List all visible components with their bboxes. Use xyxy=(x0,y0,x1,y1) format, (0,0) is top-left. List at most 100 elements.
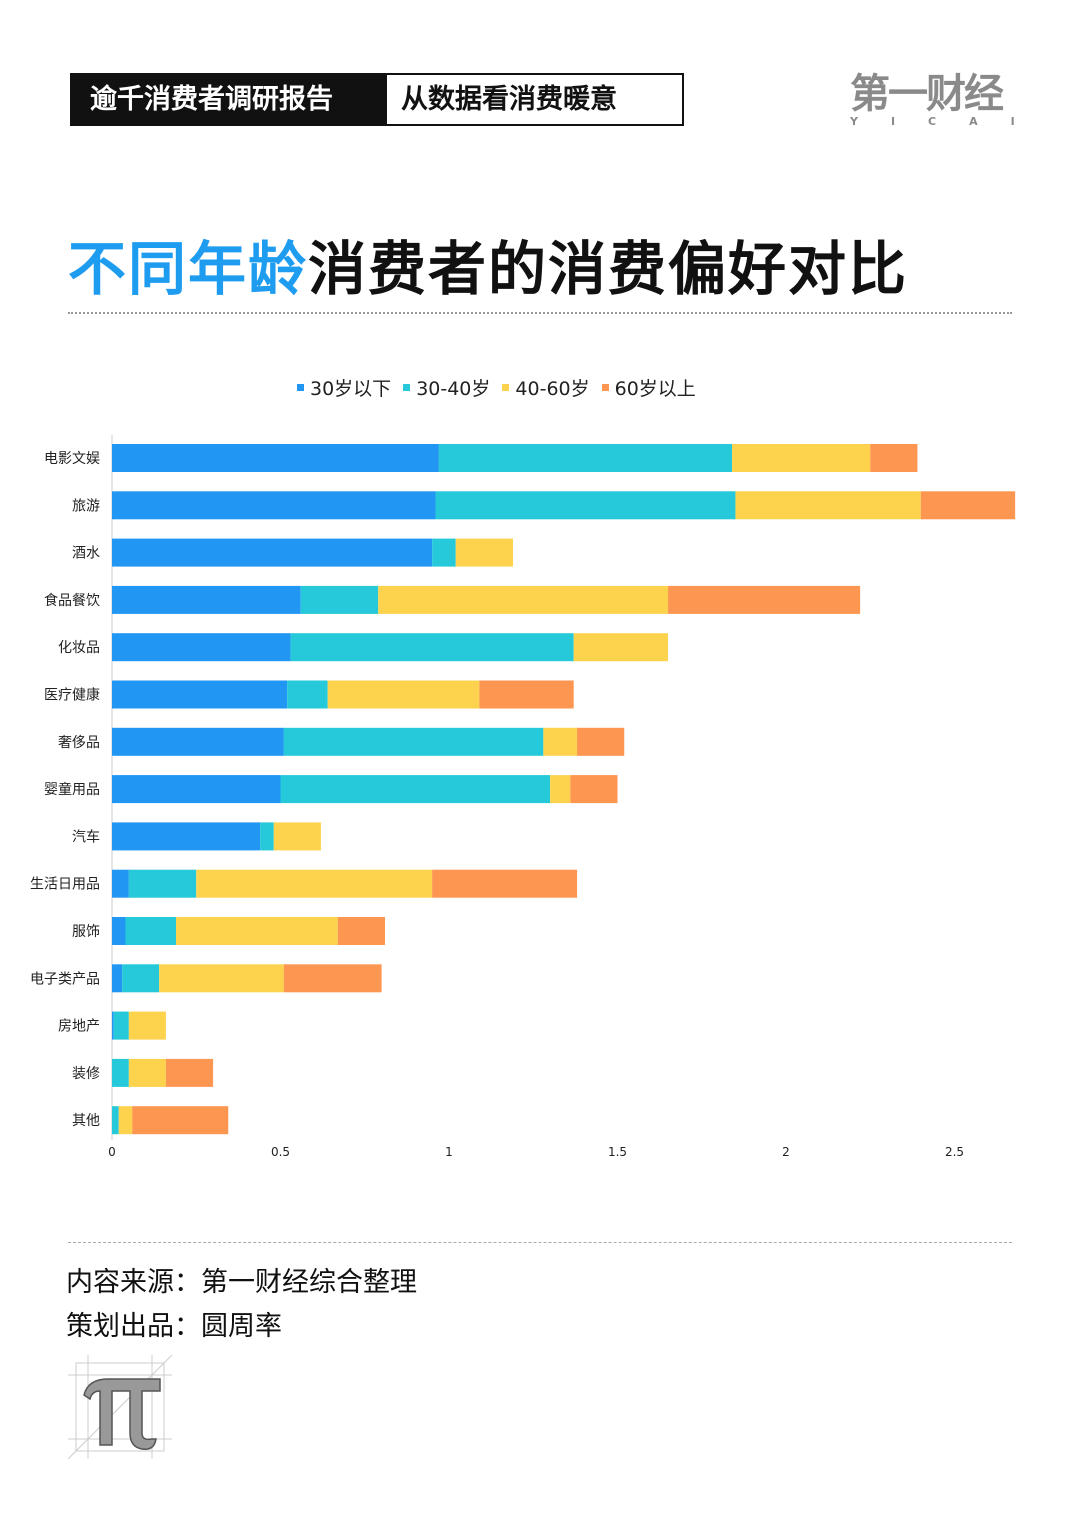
category-label: 化妆品 xyxy=(58,640,100,656)
legend-item: 30-40岁 xyxy=(403,374,490,401)
x-tick-label: 1.5 xyxy=(608,1145,627,1159)
bar-segment xyxy=(287,680,328,709)
bar-segment xyxy=(337,917,385,945)
legend-label: 40-60岁 xyxy=(515,378,590,400)
category-label: 装修 xyxy=(72,1066,100,1082)
bar-segment xyxy=(112,1011,114,1040)
source-text: 内容来源：第一财经综合整理 xyxy=(66,1267,417,1298)
bar-segment xyxy=(290,633,574,662)
bar-segment xyxy=(920,491,1016,520)
bar-segment xyxy=(438,444,733,472)
bar-segment xyxy=(870,444,918,472)
category-label: 汽车 xyxy=(72,828,100,845)
category-label: 旅游 xyxy=(72,498,100,514)
bar-segment xyxy=(112,964,123,993)
bar-segment xyxy=(577,727,625,756)
category-label: 生活日用品 xyxy=(30,877,100,893)
bar-segment xyxy=(378,585,669,614)
x-tick-label: 2.5 xyxy=(945,1145,964,1159)
category-label: 服饰 xyxy=(72,924,100,940)
bar-segment xyxy=(128,1058,166,1087)
bar-segment xyxy=(479,680,574,709)
category-label: 食品餐饮 xyxy=(44,592,100,609)
bar-segment xyxy=(735,491,921,520)
bar-segment xyxy=(573,633,669,662)
bar-segment xyxy=(112,633,291,662)
bar-segment xyxy=(112,775,281,804)
legend-swatch xyxy=(601,384,609,391)
logo-en: YICAI xyxy=(850,115,1048,128)
title-rest: 消费者的消费偏好对比 xyxy=(308,235,909,303)
bar-segment xyxy=(732,444,871,472)
pi-logo xyxy=(68,1355,172,1459)
category-label: 房地产 xyxy=(58,1019,100,1035)
chart-legend: 30岁以下 30-40岁 40-60岁 60岁以上 xyxy=(297,374,696,401)
bar-segment xyxy=(280,775,551,804)
category-label: 奢侈品 xyxy=(58,735,100,751)
bar-segment xyxy=(159,964,284,993)
bar-segment xyxy=(112,869,129,898)
logo-cn: 第一财经 xyxy=(850,71,1004,117)
bar-segment xyxy=(112,444,439,472)
header-banner: 逾千消费者调研报告 从数据看消费暖意 xyxy=(70,73,684,126)
category-label: 酒水 xyxy=(72,546,100,562)
bar-segment xyxy=(196,869,433,898)
bar-segment xyxy=(283,964,382,993)
bar-segment xyxy=(125,917,177,945)
bar-segment xyxy=(260,822,274,851)
legend-label: 30岁以下 xyxy=(310,378,392,400)
page-title: 不同年龄消费者的消费偏好对比 xyxy=(68,222,908,306)
title-highlight: 不同年龄 xyxy=(68,235,309,303)
x-tick-label: 1 xyxy=(445,1145,453,1159)
bar-segment xyxy=(668,585,861,614)
bar-segment xyxy=(283,727,544,756)
bar-segment xyxy=(132,1106,229,1135)
legend-swatch xyxy=(297,384,304,391)
category-label: 电子类产品 xyxy=(30,971,100,987)
bar-segment xyxy=(122,964,160,993)
bar-segment xyxy=(112,822,261,851)
bar-segment xyxy=(112,538,433,567)
footer-divider xyxy=(68,1242,1012,1243)
bar-segment xyxy=(432,869,578,898)
legend-label: 60岁以上 xyxy=(614,378,696,400)
bar-segment xyxy=(128,869,197,898)
bar-segment xyxy=(128,1011,166,1040)
bar-segment xyxy=(112,1058,129,1087)
bar-segment xyxy=(118,1106,133,1135)
bar-segment xyxy=(300,585,379,614)
yicai-logo: 第一财经 YICAI xyxy=(850,72,1015,132)
bar-segment xyxy=(112,585,301,614)
legend-item: 40-60岁 xyxy=(502,374,590,401)
x-tick-label: 0 xyxy=(108,1145,116,1159)
bar-segment xyxy=(112,1106,119,1135)
category-label: 婴童用品 xyxy=(44,781,100,798)
bar-segment xyxy=(570,775,618,804)
bar-segment xyxy=(112,491,436,520)
bar-segment xyxy=(432,538,456,567)
report-series-label: 逾千消费者调研报告 xyxy=(72,75,387,124)
x-tick-label: 2 xyxy=(782,1145,790,1159)
bar-segment xyxy=(435,491,736,520)
bar-segment xyxy=(327,680,480,709)
category-label: 医疗健康 xyxy=(44,687,100,704)
legend-item: 30岁以下 xyxy=(297,374,391,401)
bar-segment xyxy=(273,822,321,851)
producer-text: 策划出品：圆周率 xyxy=(66,1311,282,1342)
bar-segment xyxy=(550,775,571,804)
x-tick-label: 0.5 xyxy=(271,1145,290,1159)
bar-segment xyxy=(112,917,126,945)
legend-label: 30-40岁 xyxy=(416,378,491,400)
bar-segment xyxy=(113,1011,129,1040)
legend-swatch xyxy=(403,384,411,391)
divider xyxy=(68,312,1012,314)
bar-segment xyxy=(112,680,288,709)
category-label: 电影文娱 xyxy=(44,451,100,467)
bar-segment xyxy=(165,1058,214,1087)
category-label: 其他 xyxy=(72,1113,100,1129)
bar-segment xyxy=(112,727,284,756)
legend-item: 60岁以上 xyxy=(601,374,696,401)
bar-segment xyxy=(543,727,578,756)
bar-segment xyxy=(176,917,338,945)
